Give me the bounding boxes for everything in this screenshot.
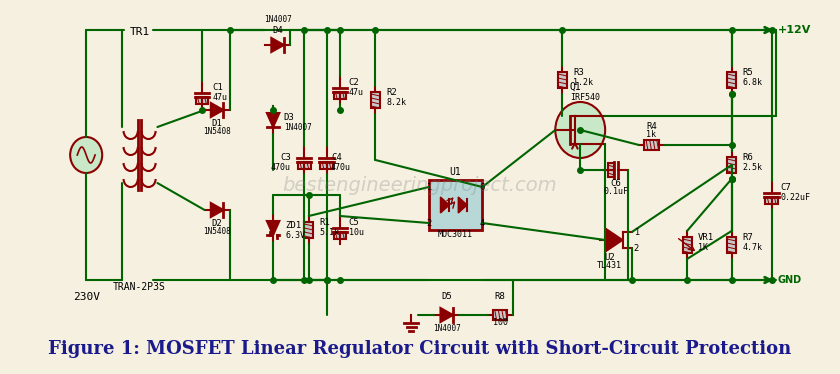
Text: 10u: 10u [349, 228, 364, 237]
Bar [727, 72, 736, 88]
Polygon shape [211, 103, 223, 117]
Text: D4: D4 [272, 26, 283, 35]
Polygon shape [459, 197, 467, 213]
Bar [727, 157, 736, 173]
Text: GND: GND [778, 275, 802, 285]
Bar [644, 140, 659, 150]
Text: R8: R8 [495, 292, 506, 301]
Bar [727, 237, 736, 253]
Text: U2: U2 [604, 253, 615, 262]
Text: C2: C2 [349, 78, 360, 87]
Polygon shape [211, 203, 223, 217]
Text: 5.1k: 5.1k [319, 228, 339, 237]
Bar [298, 162, 311, 169]
Text: 1k: 1k [647, 130, 656, 139]
Text: 1N4007: 1N4007 [264, 15, 291, 24]
Text: D5: D5 [441, 292, 452, 301]
Text: 4: 4 [480, 218, 485, 227]
Bar [608, 163, 614, 177]
Text: C5: C5 [349, 218, 360, 227]
Text: 8.2k: 8.2k [386, 98, 407, 107]
Text: D1: D1 [212, 119, 223, 128]
Polygon shape [440, 197, 449, 213]
Text: IRF540: IRF540 [570, 93, 600, 102]
Text: 47u: 47u [213, 93, 228, 102]
Text: ZD1: ZD1 [286, 221, 302, 230]
Text: 1.2k: 1.2k [573, 78, 593, 87]
Text: bestengineeringproject.com: bestengineeringproject.com [283, 175, 557, 194]
Bar [333, 232, 346, 239]
Bar [196, 97, 208, 104]
Text: C6: C6 [611, 179, 622, 188]
Text: 47u: 47u [349, 88, 364, 97]
Text: 2.5k: 2.5k [743, 163, 762, 172]
Text: +12V: +12V [778, 25, 811, 35]
Text: 470u: 470u [331, 163, 351, 172]
Bar [558, 72, 567, 88]
Text: 2: 2 [426, 218, 432, 227]
Text: TL431: TL431 [597, 261, 622, 270]
Text: R6: R6 [743, 153, 753, 162]
Circle shape [555, 102, 605, 158]
Polygon shape [440, 308, 453, 322]
Text: C1: C1 [213, 83, 223, 92]
Polygon shape [267, 113, 280, 127]
Text: 0.22uF: 0.22uF [780, 193, 811, 202]
Text: Figure 1: MOSFET Linear Regulator Circuit with Short-Circuit Protection: Figure 1: MOSFET Linear Regulator Circui… [49, 340, 791, 358]
Text: D2: D2 [212, 219, 223, 228]
Text: R7: R7 [743, 233, 753, 242]
Text: MOC3011: MOC3011 [438, 230, 473, 239]
Polygon shape [605, 228, 623, 252]
Text: 2: 2 [633, 243, 639, 252]
Text: 1: 1 [426, 183, 432, 191]
Bar [765, 197, 778, 204]
Text: C4: C4 [331, 153, 342, 162]
Text: VR1: VR1 [698, 233, 714, 242]
Text: 470u: 470u [271, 163, 291, 172]
Text: 1: 1 [633, 227, 639, 236]
Text: D3: D3 [284, 113, 295, 122]
Bar [304, 222, 313, 238]
Bar [429, 180, 482, 230]
Bar [320, 162, 333, 169]
Bar [371, 92, 380, 108]
Bar [493, 310, 507, 320]
Bar [683, 237, 691, 253]
Text: 1N5408: 1N5408 [203, 227, 231, 236]
Text: R1: R1 [319, 218, 330, 227]
Text: 6: 6 [480, 183, 485, 191]
Text: 1K: 1K [698, 243, 708, 252]
Text: 1N5408: 1N5408 [203, 127, 231, 136]
Text: 6.8k: 6.8k [743, 78, 762, 87]
Text: C3: C3 [281, 153, 291, 162]
Text: 100: 100 [492, 318, 507, 327]
Text: TR1: TR1 [129, 27, 150, 37]
Text: R5: R5 [743, 68, 753, 77]
Text: 1N4007: 1N4007 [284, 123, 312, 132]
Circle shape [71, 137, 102, 173]
Bar [333, 92, 346, 99]
Text: R4: R4 [646, 122, 657, 131]
Polygon shape [271, 38, 284, 52]
Text: 4.7k: 4.7k [743, 243, 762, 252]
Text: 230V: 230V [73, 292, 100, 302]
Text: 6.3V: 6.3V [286, 231, 306, 240]
Text: TRAN-2P3S: TRAN-2P3S [113, 282, 166, 292]
Text: R2: R2 [386, 88, 397, 97]
Text: 1N4007: 1N4007 [433, 324, 460, 333]
Text: 0.1uF: 0.1uF [603, 187, 628, 196]
Text: U1: U1 [449, 167, 461, 177]
Text: R3: R3 [573, 68, 584, 77]
Text: C7: C7 [780, 183, 791, 192]
Text: Q1: Q1 [570, 82, 581, 92]
Polygon shape [267, 221, 280, 235]
